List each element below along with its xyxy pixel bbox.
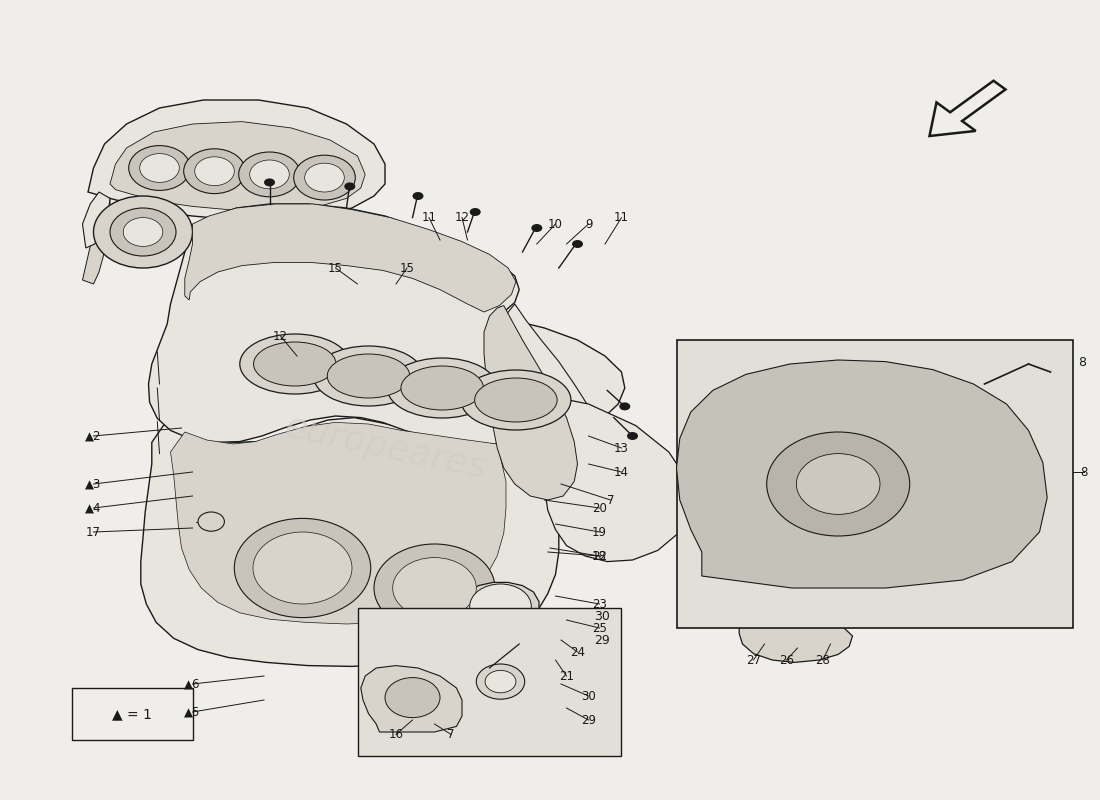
Circle shape xyxy=(767,432,910,536)
Text: 10: 10 xyxy=(548,218,563,230)
Circle shape xyxy=(198,512,224,531)
Text: 7: 7 xyxy=(448,728,454,741)
Text: 20: 20 xyxy=(592,502,607,514)
Circle shape xyxy=(619,402,630,410)
Circle shape xyxy=(239,152,300,197)
Circle shape xyxy=(476,664,525,699)
Text: ▲5: ▲5 xyxy=(185,706,200,718)
Text: 26: 26 xyxy=(779,654,794,666)
Polygon shape xyxy=(484,306,578,500)
Text: 30: 30 xyxy=(581,690,596,702)
Text: ▲2: ▲2 xyxy=(86,430,101,442)
Circle shape xyxy=(374,544,495,632)
Ellipse shape xyxy=(475,378,557,422)
Polygon shape xyxy=(148,204,625,444)
Circle shape xyxy=(195,157,234,186)
Ellipse shape xyxy=(240,334,350,394)
Text: 14: 14 xyxy=(614,466,629,478)
Ellipse shape xyxy=(461,370,571,430)
Circle shape xyxy=(110,208,176,256)
Text: europeares: europeares xyxy=(280,410,490,486)
Text: 12: 12 xyxy=(454,211,470,224)
Polygon shape xyxy=(185,204,516,312)
Circle shape xyxy=(94,196,192,268)
Circle shape xyxy=(627,432,638,440)
Text: ▲4: ▲4 xyxy=(86,502,101,514)
Circle shape xyxy=(470,208,481,216)
Circle shape xyxy=(253,532,352,604)
Circle shape xyxy=(129,146,190,190)
Text: 17: 17 xyxy=(86,526,101,538)
Circle shape xyxy=(796,454,880,514)
Circle shape xyxy=(572,240,583,248)
Text: 25: 25 xyxy=(592,622,607,634)
Circle shape xyxy=(344,182,355,190)
Polygon shape xyxy=(170,422,506,624)
Text: ▲6: ▲6 xyxy=(185,678,200,690)
Circle shape xyxy=(393,558,476,618)
Circle shape xyxy=(531,224,542,232)
Text: 24: 24 xyxy=(570,646,585,658)
Text: ▲ = 1: ▲ = 1 xyxy=(112,707,152,721)
Text: 15: 15 xyxy=(399,262,415,274)
Text: 13: 13 xyxy=(614,442,629,454)
Polygon shape xyxy=(361,666,462,732)
Ellipse shape xyxy=(387,358,497,418)
Polygon shape xyxy=(141,418,559,666)
Circle shape xyxy=(184,149,245,194)
Polygon shape xyxy=(528,392,691,562)
Text: 23: 23 xyxy=(592,598,607,610)
Text: 27: 27 xyxy=(746,654,761,666)
Ellipse shape xyxy=(253,342,337,386)
Text: 15: 15 xyxy=(328,262,343,274)
Circle shape xyxy=(294,155,355,200)
Polygon shape xyxy=(462,582,539,632)
Circle shape xyxy=(123,218,163,246)
Circle shape xyxy=(264,178,275,186)
Polygon shape xyxy=(110,122,365,210)
Text: 16: 16 xyxy=(388,728,404,741)
Polygon shape xyxy=(82,192,110,248)
Text: 29: 29 xyxy=(594,634,609,646)
Text: 11: 11 xyxy=(421,211,437,224)
Circle shape xyxy=(412,192,424,200)
Text: 8: 8 xyxy=(1080,466,1087,478)
Ellipse shape xyxy=(314,346,424,406)
Text: 30: 30 xyxy=(594,610,609,622)
Polygon shape xyxy=(739,614,852,662)
FancyBboxPatch shape xyxy=(676,340,1072,628)
Text: 7: 7 xyxy=(607,494,614,506)
Ellipse shape xyxy=(328,354,409,398)
Polygon shape xyxy=(500,304,603,494)
Text: 18: 18 xyxy=(592,550,607,562)
Text: 29: 29 xyxy=(581,714,596,726)
Text: ▲3: ▲3 xyxy=(86,478,101,490)
Text: 21: 21 xyxy=(559,670,574,682)
Text: 22: 22 xyxy=(592,550,607,562)
Circle shape xyxy=(734,408,943,560)
Circle shape xyxy=(470,584,531,629)
Text: 8: 8 xyxy=(1078,356,1086,369)
Polygon shape xyxy=(676,360,1047,588)
Circle shape xyxy=(385,678,440,718)
Circle shape xyxy=(485,670,516,693)
Circle shape xyxy=(473,634,528,674)
Polygon shape xyxy=(930,81,1005,136)
Polygon shape xyxy=(82,196,110,284)
Text: 12: 12 xyxy=(273,330,288,342)
Polygon shape xyxy=(88,100,385,220)
FancyBboxPatch shape xyxy=(358,608,622,756)
Polygon shape xyxy=(438,676,563,710)
Text: 11: 11 xyxy=(614,211,629,224)
Text: 28: 28 xyxy=(815,654,830,666)
Circle shape xyxy=(250,160,289,189)
Circle shape xyxy=(140,154,179,182)
Text: 9: 9 xyxy=(585,218,592,230)
Ellipse shape xyxy=(402,366,484,410)
Circle shape xyxy=(305,163,344,192)
FancyBboxPatch shape xyxy=(72,688,192,740)
Polygon shape xyxy=(460,632,539,676)
Circle shape xyxy=(234,518,371,618)
Text: 19: 19 xyxy=(592,526,607,538)
